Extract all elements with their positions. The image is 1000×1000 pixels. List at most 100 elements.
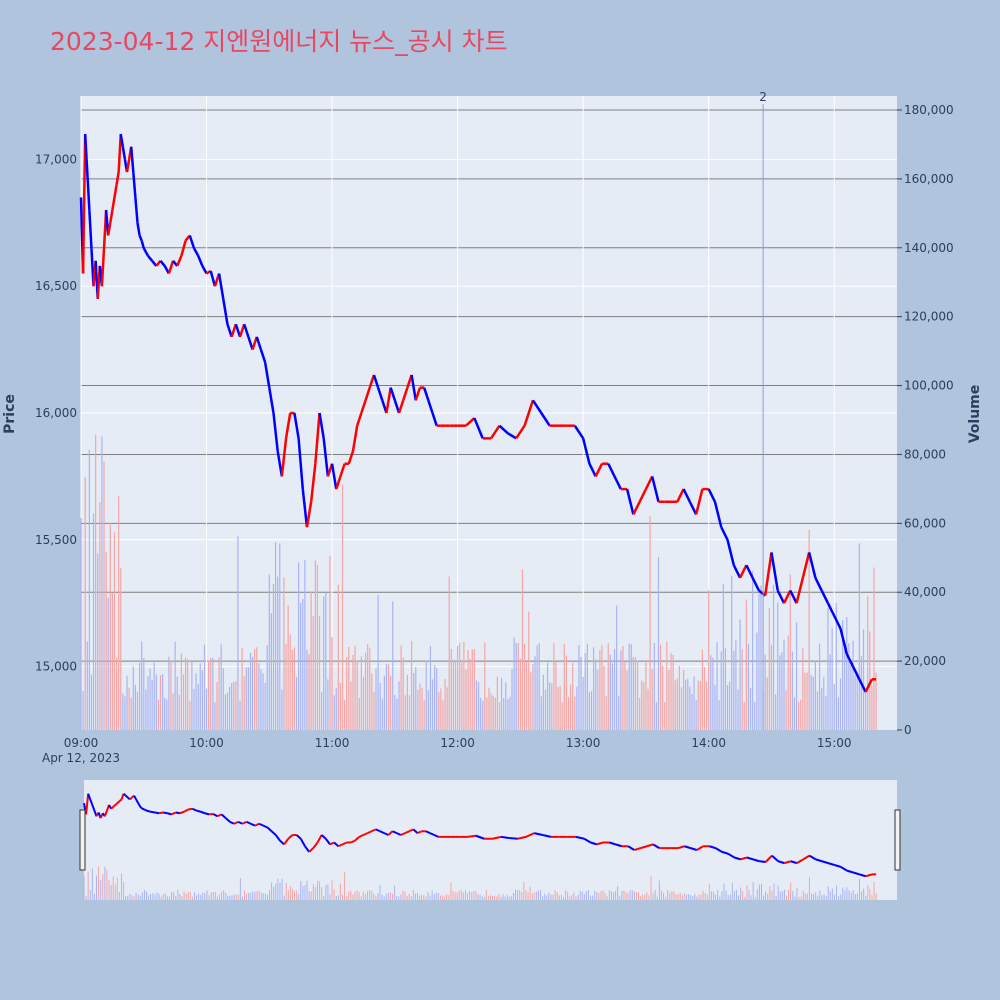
volume-bar xyxy=(438,692,440,730)
navigator-volume-bar xyxy=(402,890,404,900)
volume-bar xyxy=(157,699,160,730)
navigator-volume-bar xyxy=(592,895,594,900)
volume-bar xyxy=(833,683,835,730)
navigator-volume-bar xyxy=(191,896,193,900)
volume-bar xyxy=(306,649,308,730)
price-segment xyxy=(243,323,250,338)
navigator-volume-bar xyxy=(644,894,646,900)
volume-bar xyxy=(549,682,551,730)
navigator-volume-bar xyxy=(319,881,321,900)
volume-bar xyxy=(310,592,312,730)
volume-tick-label: 20,000 xyxy=(904,654,946,668)
price-tick-label: 17,000 xyxy=(35,152,77,166)
navigator-price-segment xyxy=(646,843,654,848)
volume-bar xyxy=(354,645,356,730)
volume-bar xyxy=(352,655,354,730)
volume-bar xyxy=(488,687,490,730)
navigator-volume-bar xyxy=(629,890,631,900)
navigator-volume-bar xyxy=(652,893,654,900)
navigator-volume-bar xyxy=(423,895,425,900)
navigator-volume-bar xyxy=(556,892,558,900)
price-segment xyxy=(650,476,660,503)
volume-bar xyxy=(513,637,515,730)
volume-bar xyxy=(387,664,390,730)
range-navigator[interactable] xyxy=(79,780,901,900)
navigator-volume-bar xyxy=(266,894,268,900)
navigator-volume-bar xyxy=(173,892,175,900)
navigator-volume-bar xyxy=(327,884,329,900)
navigator-volume-bar xyxy=(558,895,560,900)
price-tick-label: 16,500 xyxy=(35,279,77,293)
volume-bar xyxy=(722,583,724,730)
navigator-volume-bar xyxy=(323,895,325,900)
price-segment xyxy=(318,412,325,439)
price-segment xyxy=(581,438,591,465)
volume-bar xyxy=(115,657,118,730)
volume-bars xyxy=(80,435,877,730)
navigator-price-segment xyxy=(179,810,185,815)
navigator-price-segment xyxy=(295,834,302,840)
navigator-price-segment xyxy=(133,795,137,800)
navigator-volume-bar xyxy=(285,882,287,900)
volume-bar xyxy=(825,695,827,730)
navigator-price-segment xyxy=(308,847,314,853)
navigator-volume-bar xyxy=(181,896,183,900)
volume-bar xyxy=(532,664,534,730)
volume-bar xyxy=(122,693,124,730)
volume-bar xyxy=(325,592,327,730)
navigator-volume-bar xyxy=(585,891,587,900)
navigator-volume-bar xyxy=(715,894,717,900)
navigator-volume-bar xyxy=(269,890,271,900)
navigator-volume-bar xyxy=(93,893,95,900)
time-tick-label: 15:00 xyxy=(817,736,852,750)
volume-bar xyxy=(199,663,201,730)
navigator-volume-bar xyxy=(417,892,419,900)
volume-bar xyxy=(159,675,162,730)
navigator-volume-bar xyxy=(498,893,500,900)
volume-bar xyxy=(289,634,291,730)
navigator-left-handle[interactable] xyxy=(79,809,86,871)
navigator-price-segment xyxy=(534,832,543,836)
navigator-volume-bar xyxy=(708,884,710,900)
volume-bar xyxy=(277,576,279,730)
volume-bar xyxy=(551,683,553,730)
volume-bar xyxy=(789,574,791,730)
volume-bar xyxy=(304,559,306,730)
navigator-volume-bar xyxy=(264,893,266,900)
volume-bar xyxy=(452,659,455,730)
price-segment xyxy=(638,488,648,503)
price-axis: 15,000 15,500 16,000 16,500 17,000 xyxy=(35,152,77,673)
navigator-volume-bar xyxy=(615,890,617,900)
price-segment xyxy=(644,475,654,490)
navigator-volume-bar xyxy=(437,893,439,900)
navigator-volume-bar xyxy=(358,892,360,900)
navigator-price-segment xyxy=(492,835,502,840)
volume-bar xyxy=(672,654,674,730)
price-tick-label: 15,500 xyxy=(35,533,77,547)
navigator-right-handle[interactable] xyxy=(894,809,901,871)
navigator-price-segment xyxy=(142,807,145,811)
volume-bar xyxy=(260,669,262,730)
volume-bar xyxy=(687,678,689,730)
volume-bar xyxy=(768,607,770,730)
volume-tick-label: 0 xyxy=(904,723,912,737)
volume-bar xyxy=(274,541,277,730)
volume-bar xyxy=(187,659,189,730)
price-segment xyxy=(682,488,691,503)
navigator-volume-bar xyxy=(352,894,354,900)
navigator-volume-bar xyxy=(166,896,168,900)
volume-bar xyxy=(668,669,670,730)
navigator-volume-bar xyxy=(656,896,658,900)
navigator-volume-bar xyxy=(829,891,831,900)
volume-bar xyxy=(555,662,557,730)
volume-bar xyxy=(536,645,538,730)
volume-bar xyxy=(164,697,166,730)
navigator-volume-bar xyxy=(458,890,460,900)
price-segment xyxy=(197,255,204,267)
volume-bar xyxy=(256,647,258,730)
navigator-price-segment xyxy=(375,828,381,833)
navigator-volume-bar xyxy=(106,869,108,900)
navigator-volume-bar xyxy=(156,892,158,900)
volume-bar xyxy=(272,583,275,730)
volume-bar xyxy=(373,691,375,730)
